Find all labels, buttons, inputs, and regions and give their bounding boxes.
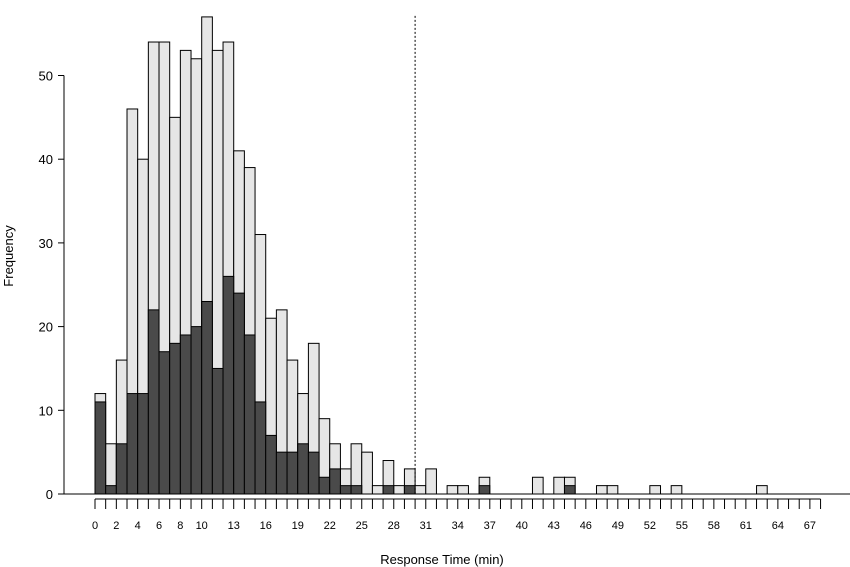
x-tick-label: 31 <box>420 520 432 532</box>
light-bar-26 <box>371 485 384 495</box>
light-bar-41 <box>531 476 544 495</box>
light-bar-30 <box>414 485 427 495</box>
y-tick-label: 40 <box>39 152 53 167</box>
dark-bar-22 <box>329 468 341 495</box>
x-tick-label: 22 <box>324 520 336 532</box>
light-bar-48 <box>606 485 619 495</box>
x-tick-label: 10 <box>196 520 208 532</box>
y-tick-label: 10 <box>39 403 53 418</box>
light-bar-33 <box>446 485 459 495</box>
dark-bar-36 <box>478 485 491 495</box>
dark-bar-1 <box>105 485 117 495</box>
dark-bar-12 <box>222 275 235 495</box>
dark-bar-44 <box>563 485 576 495</box>
x-tick-label: 49 <box>612 520 624 532</box>
dark-bar-21 <box>318 476 331 495</box>
dark-bar-14 <box>243 334 256 495</box>
y-axis-title: Frequency <box>1 225 16 287</box>
x-tick-label: 52 <box>644 520 656 532</box>
x-tick-label: 13 <box>228 520 240 532</box>
x-tick-label: 58 <box>708 520 720 532</box>
dark-bar-16 <box>265 434 277 495</box>
x-tick-label: 61 <box>740 520 752 532</box>
dark-bar-5 <box>147 309 160 495</box>
dark-bar-19 <box>297 443 309 495</box>
dark-bar-10 <box>201 300 213 495</box>
x-tick-label: 37 <box>484 520 496 532</box>
dark-bar-18 <box>286 451 299 495</box>
light-bar-47 <box>595 485 608 495</box>
x-tick-label: 67 <box>804 520 816 532</box>
light-bar-52 <box>649 485 662 495</box>
light-bar-54 <box>670 485 683 495</box>
dark-bar-29 <box>403 485 416 495</box>
y-tick-label: 0 <box>46 487 53 502</box>
x-tick-label: 2 <box>113 520 119 532</box>
dark-bar-20 <box>307 451 320 495</box>
y-tick-label: 30 <box>39 236 53 251</box>
x-tick-label: 55 <box>676 520 688 532</box>
dark-bar-23 <box>339 485 352 495</box>
dark-bar-3 <box>126 393 139 495</box>
light-bar-62 <box>756 485 768 495</box>
x-tick-label: 64 <box>772 520 784 532</box>
dark-bar-8 <box>179 334 192 495</box>
light-bar-43 <box>553 476 565 495</box>
light-bar-34 <box>457 485 469 495</box>
dark-bar-24 <box>350 485 363 495</box>
light-bar-31 <box>425 468 437 495</box>
x-axis: 0 2 4 6 8 10 13 16 19 22 25 28 31 34 37 40 43 46 49 52 55 58 6… <box>64 493 850 532</box>
x-tick-label: 40 <box>516 520 528 532</box>
dark-bar-0 <box>94 401 107 495</box>
dark-bar-7 <box>169 342 181 495</box>
x-tick-label: 28 <box>388 520 400 532</box>
y-tick-label: 50 <box>39 69 53 84</box>
x-tick-label: 25 <box>356 520 368 532</box>
light-bar-25 <box>361 451 373 495</box>
light-bar-28 <box>393 485 405 495</box>
dark-bar-27 <box>382 485 395 495</box>
dark-bar-17 <box>275 451 288 495</box>
x-tick-label: 8 <box>177 520 183 532</box>
dark-bar-11 <box>211 367 224 495</box>
y-tick-label: 20 <box>39 320 53 335</box>
x-axis-title: Response Time (min) <box>380 552 504 567</box>
dark-bar-2 <box>115 443 128 495</box>
dark-bar-4 <box>137 393 149 495</box>
dark-bar-15 <box>254 401 267 495</box>
x-tick-label: 19 <box>292 520 304 532</box>
x-tick-label: 0 <box>92 520 98 532</box>
x-tick-label: 6 <box>156 520 162 532</box>
x-tick-label: 34 <box>452 520 464 532</box>
x-tick-label: 16 <box>260 520 272 532</box>
dark-bar-6 <box>158 351 171 495</box>
x-tick-label: 46 <box>580 520 592 532</box>
dark-bar-13 <box>233 292 245 495</box>
x-tick-label: 43 <box>548 520 560 532</box>
y-axis: 0 10 20 30 40 50 <box>39 69 65 502</box>
dark-bar-9 <box>190 326 203 495</box>
x-tick-label: 4 <box>135 520 141 532</box>
